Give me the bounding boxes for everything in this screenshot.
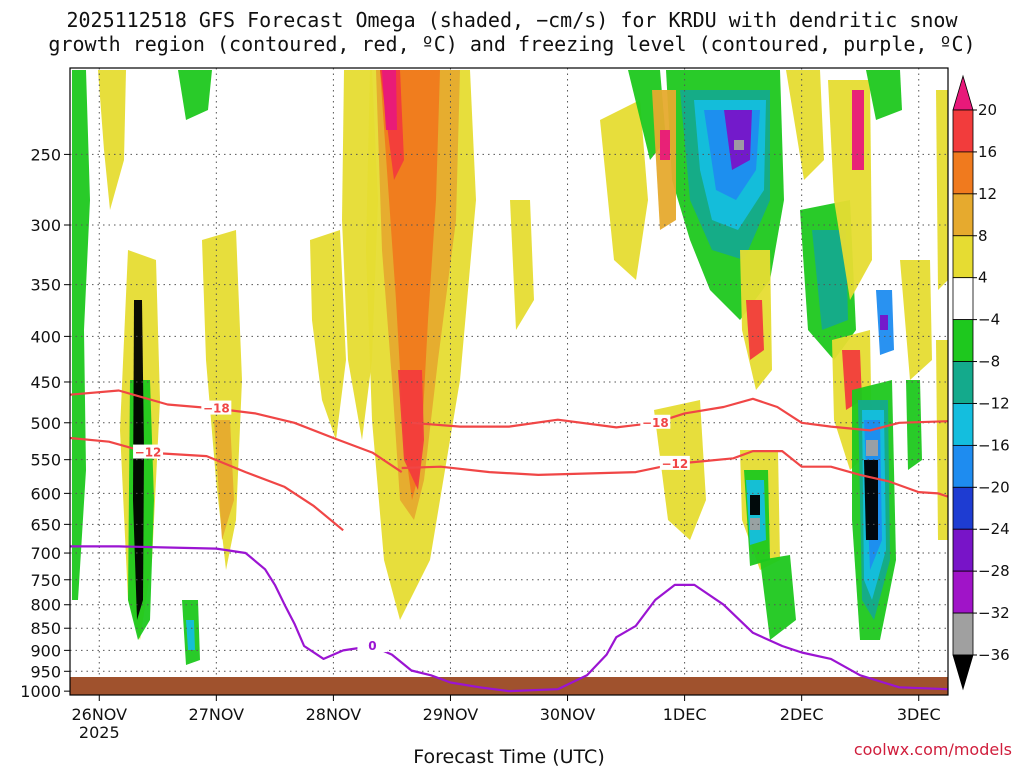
x-tick-label: 28NOV: [306, 705, 362, 724]
colorbar-swatch: [952, 612, 974, 656]
x-tick-label: 1DEC: [663, 705, 707, 724]
y-tick-label: 450: [30, 373, 61, 392]
y-tick-label: 700: [30, 544, 61, 563]
x-tick-sublabel: 2025: [79, 723, 120, 742]
colorbar-swatch: [952, 193, 974, 237]
contour-label-bg: [133, 444, 164, 459]
contour-line: [411, 397, 948, 432]
y-tick-label: 1000: [20, 682, 61, 701]
x-tick-label: 2DEC: [780, 705, 824, 724]
colorbar-tick-label: −8: [978, 353, 1000, 371]
y-tick-label: 650: [30, 515, 61, 534]
colorbar-swatch: [952, 319, 974, 362]
credit-link[interactable]: coolwx.com/models: [854, 740, 1012, 759]
contour-line: [401, 450, 948, 498]
colorbar-swatch: [952, 277, 974, 321]
colorbar-tick-label: −24: [978, 520, 1010, 538]
y-tick-label: 400: [30, 327, 61, 346]
contour-label-bg: [201, 400, 232, 415]
contour-layer: −18 −12 −18 −12 0: [70, 389, 948, 693]
y-tick-label: 300: [30, 216, 61, 235]
colorbar-tick-label: −20: [978, 478, 1010, 496]
omega-shading: [72, 70, 948, 665]
x-tick-label: 27NOV: [189, 705, 245, 724]
contour-line: [70, 545, 948, 693]
colorbar-tick-label: 8: [978, 227, 988, 245]
colorbar-swatch: [952, 570, 974, 614]
colorbar-swatch: [952, 361, 974, 404]
colorbar-tick-label: −4: [978, 311, 1000, 329]
y-tick-label: 750: [30, 571, 61, 590]
y-tick-label: 900: [30, 641, 61, 660]
colorbar-tick-label: 20: [978, 101, 997, 119]
ground-surface: [70, 677, 948, 695]
x-tick-label: 26NOV: [71, 705, 127, 724]
contour-line: [70, 389, 403, 474]
x-tick-label: 29NOV: [423, 705, 479, 724]
x-tick-label: 3DEC: [897, 705, 941, 724]
colorbar-tick-label: 16: [978, 143, 997, 161]
colorbar-tick-label: −32: [978, 604, 1010, 622]
y-tick-label: 250: [30, 145, 61, 164]
y-tick-label: 350: [30, 276, 61, 295]
contour-label-bg: [357, 638, 388, 653]
chart-title-line-1: 2025112518 GFS Forecast Omega (shaded, −…: [66, 8, 958, 32]
x-tick-label: 30NOV: [540, 705, 596, 724]
y-tick-label: 500: [30, 414, 61, 433]
colorbar-swatch: [952, 403, 974, 446]
colorbar-swatch: [952, 528, 974, 572]
chart-title-line-2: growth region (contoured, red, ºC) and f…: [48, 32, 975, 56]
contour-label: −18: [203, 402, 230, 416]
colorbar-swatch: [952, 444, 974, 488]
colorbar-swatch: [952, 486, 974, 530]
contour-label-bg: [659, 455, 690, 470]
colorbar-tick-label: 12: [978, 185, 997, 203]
colorbar-swatch: [952, 109, 974, 153]
contour-label: −12: [135, 446, 162, 460]
colorbar-swatch: [952, 74, 974, 111]
colorbar-tick-label: −12: [978, 394, 1010, 412]
colorbar-tick-label: −28: [978, 562, 1010, 580]
plot-area: −18 −12 −18 −12 0: [70, 68, 948, 695]
contour-label: −12: [661, 457, 688, 471]
x-axis-title: Forecast Time (UTC): [413, 746, 604, 768]
y-tick-label: 600: [30, 484, 61, 503]
y-axis: 250 300 350 400 450 500 550 600 650 700 750 800 850 9…: [20, 145, 70, 701]
colorbar-tick-label: 4: [978, 269, 988, 287]
y-tick-label: 550: [30, 451, 61, 470]
y-tick-label: 800: [30, 596, 61, 615]
contour-label-bg: [640, 414, 671, 429]
contour-label: −18: [642, 416, 669, 430]
contour-line: [70, 436, 344, 532]
colorbar-swatch: [952, 654, 974, 691]
colorbar-tick-label: −36: [978, 646, 1010, 664]
contour-label: 0: [368, 639, 376, 653]
y-tick-label: 850: [30, 619, 61, 638]
colorbar: 20 16 12 8 4 −4 −8 −12 −16 −20 −24 −28 −32 −36: [952, 74, 1010, 691]
y-tick-label: 950: [30, 662, 61, 681]
colorbar-swatch: [952, 235, 974, 279]
colorbar-swatch: [952, 151, 974, 195]
colorbar-tick-label: −16: [978, 436, 1010, 454]
